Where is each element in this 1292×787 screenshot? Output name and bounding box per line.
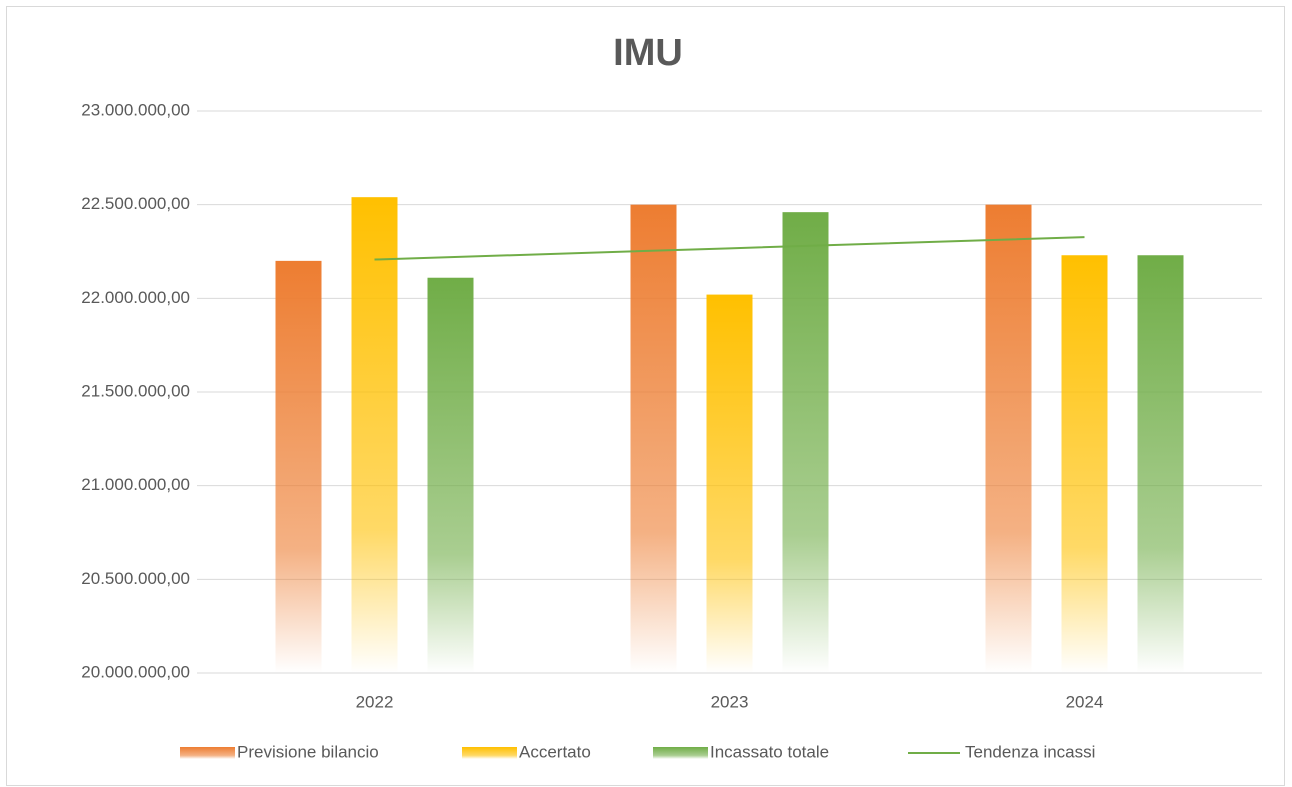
legend-label: Accertato: [519, 742, 591, 761]
bar: [427, 277, 474, 673]
bar: [351, 197, 398, 673]
legend-swatch: [462, 747, 517, 759]
legend-label: Tendenza incassi: [965, 742, 1095, 761]
x-tick-label: 2024: [1066, 692, 1104, 711]
chart-title: IMU: [613, 32, 683, 74]
legend-swatch: [653, 747, 708, 759]
bar: [985, 204, 1032, 673]
x-tick-label: 2022: [356, 692, 394, 711]
bar: [275, 260, 322, 673]
bar: [706, 294, 753, 673]
bar: [1061, 255, 1108, 673]
bar: [630, 204, 677, 673]
x-tick-label: 2023: [711, 692, 749, 711]
y-tick-label: 21.000.000,00: [81, 475, 190, 494]
legend-label: Previsione bilancio: [237, 742, 379, 761]
legend-swatch: [180, 747, 235, 759]
legend-label: Incassato totale: [710, 742, 829, 761]
y-tick-label: 20.500.000,00: [81, 569, 190, 588]
trend-line: [374, 236, 1085, 261]
y-tick-label: 22.500.000,00: [81, 194, 190, 213]
bar: [1137, 255, 1184, 673]
y-tick-label: 21.500.000,00: [81, 381, 190, 400]
bar: [782, 212, 829, 673]
y-tick-label: 22.000.000,00: [81, 288, 190, 307]
y-tick-label: 20.000.000,00: [81, 662, 190, 681]
y-tick-label: 23.000.000,00: [81, 100, 190, 119]
